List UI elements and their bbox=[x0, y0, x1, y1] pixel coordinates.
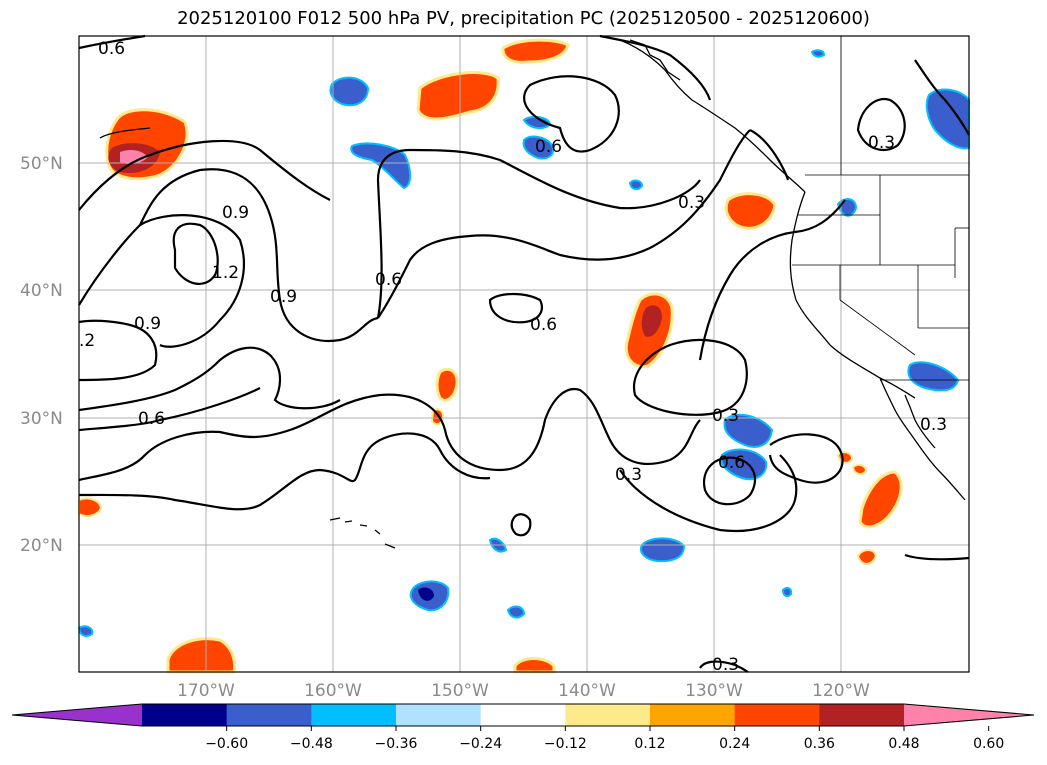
contour-label: 0.6 bbox=[530, 315, 557, 335]
contour-label: 0.3 bbox=[868, 133, 895, 153]
lon-label: 150°W bbox=[431, 681, 489, 701]
precip-blob bbox=[329, 76, 370, 107]
colorbar-tick-label: 0.48 bbox=[888, 736, 919, 752]
colorbar-segment bbox=[311, 704, 397, 726]
colorbar-segment bbox=[650, 704, 736, 726]
precip-blob bbox=[501, 38, 570, 64]
colorbar-tick-label: 0.60 bbox=[973, 736, 1004, 752]
colorbar-tick-label: −0.24 bbox=[459, 736, 502, 752]
precip-negative bbox=[77, 49, 970, 637]
precip-blob bbox=[78, 497, 103, 517]
precip-blob bbox=[416, 71, 500, 121]
contour-label: 0.3 bbox=[678, 193, 705, 213]
colorbar-tick-label: −0.48 bbox=[290, 736, 333, 752]
precip-blob bbox=[628, 179, 644, 191]
colorbar-outline bbox=[11, 703, 1035, 727]
colorbar-segment bbox=[396, 704, 482, 726]
precip-blob bbox=[810, 49, 826, 58]
precip-blob bbox=[77, 625, 94, 637]
colorbar-segment bbox=[734, 704, 820, 726]
graticule bbox=[79, 36, 969, 672]
precip-blob bbox=[851, 463, 868, 476]
lon-label: 130°W bbox=[685, 681, 743, 701]
lon-label: 160°W bbox=[304, 681, 362, 701]
precip-blob bbox=[640, 537, 686, 563]
contour-label: .2 bbox=[79, 331, 95, 351]
longitude-labels: 170°W 160°W 150°W 140°W 130°W 120°W bbox=[177, 681, 870, 701]
lon-label: 140°W bbox=[558, 681, 616, 701]
contour-label: 0.9 bbox=[222, 203, 249, 223]
precip-blob bbox=[435, 367, 459, 402]
lon-label: 120°W bbox=[812, 681, 870, 701]
colorbar-extend-high bbox=[904, 704, 1034, 726]
precip-blob bbox=[120, 149, 148, 165]
contour-label: 0.6 bbox=[98, 39, 125, 59]
precip-blob bbox=[724, 192, 777, 230]
contour-label: 0.3 bbox=[920, 415, 947, 435]
contour-label: 0.6 bbox=[138, 409, 165, 429]
lat-label: 30°N bbox=[20, 409, 63, 429]
colorbar-tick-label: 0.12 bbox=[634, 736, 665, 752]
map-border bbox=[78, 35, 970, 673]
precip-blob bbox=[166, 637, 237, 674]
contour-label: 0.3 bbox=[615, 465, 642, 485]
precip-blob bbox=[858, 470, 903, 529]
contour-label: 0.3 bbox=[712, 655, 739, 675]
colorbar-segment bbox=[565, 704, 651, 726]
precip-blob bbox=[723, 413, 774, 448]
latitude-labels: 50°N 40°N 30°N 20°N bbox=[20, 154, 63, 556]
colorbar-segment bbox=[480, 704, 566, 726]
contour-labels: 0.6 0.6 0.3 0.3 0.9 1.2 0.9 0.6 0.6 .2 0… bbox=[79, 39, 947, 675]
map-panel: 0.6 0.6 0.3 0.3 0.9 1.2 0.9 0.6 0.6 .2 0… bbox=[77, 34, 970, 675]
precip-blob bbox=[781, 586, 793, 598]
colorbar-segment bbox=[226, 704, 312, 726]
colorbar-segment bbox=[142, 704, 228, 726]
precip-blob bbox=[513, 657, 556, 674]
colorbar-tick-label: 0.36 bbox=[804, 736, 835, 752]
colorbar bbox=[11, 703, 1035, 731]
contour-label: 0.6 bbox=[718, 453, 745, 473]
colorbar-tick-label: 0.24 bbox=[719, 736, 750, 752]
pv-contours bbox=[78, 34, 970, 673]
contour-label: 0.6 bbox=[535, 137, 562, 157]
lat-label: 50°N bbox=[20, 154, 63, 174]
colorbar-tick-labels: −0.60 −0.48 −0.36 −0.24 −0.12 0.12 0.24 … bbox=[205, 736, 1004, 752]
colorbar-tick-label: −0.60 bbox=[205, 736, 248, 752]
lat-label: 20°N bbox=[20, 536, 63, 556]
precip-blob bbox=[925, 88, 970, 150]
precip-blob bbox=[907, 361, 960, 392]
contour-label: 0.9 bbox=[134, 314, 161, 334]
lat-label: 40°N bbox=[20, 281, 63, 301]
lon-label: 170°W bbox=[177, 681, 235, 701]
colorbar-segment bbox=[819, 704, 905, 726]
precip-blob bbox=[522, 135, 554, 160]
precip-blob bbox=[418, 587, 434, 601]
precip-blob bbox=[836, 451, 854, 464]
contour-label: 0.9 bbox=[270, 287, 297, 307]
colorbar-tick-label: −0.36 bbox=[375, 736, 418, 752]
political-borders bbox=[792, 36, 969, 381]
precip-positive bbox=[78, 38, 903, 674]
precip-blob bbox=[506, 605, 526, 619]
colorbar-extend-low bbox=[12, 704, 142, 726]
precip-blob bbox=[641, 305, 662, 337]
colorbar-tick-label: −0.12 bbox=[544, 736, 587, 752]
plot-title: 2025120100 F012 500 hPa PV, precipitatio… bbox=[177, 8, 870, 29]
contour-label: 0.6 bbox=[375, 270, 402, 290]
precip-blob bbox=[856, 549, 878, 565]
contour-label: 1.2 bbox=[212, 263, 239, 283]
contour-label: 0.3 bbox=[712, 406, 739, 426]
